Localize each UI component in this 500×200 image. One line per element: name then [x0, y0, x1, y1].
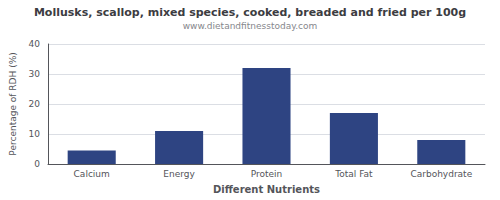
svg-text:Carbohydrate: Carbohydrate: [410, 169, 472, 179]
svg-text:www.dietandfitnesstoday.com: www.dietandfitnesstoday.com: [183, 21, 318, 31]
svg-text:0: 0: [34, 159, 40, 169]
svg-text:Different Nutrients: Different Nutrients: [213, 184, 320, 195]
svg-text:Total Fat: Total Fat: [334, 169, 373, 179]
svg-text:40: 40: [29, 39, 41, 49]
svg-text:30: 30: [29, 69, 41, 79]
svg-text:Protein: Protein: [251, 169, 283, 179]
svg-text:10: 10: [29, 129, 41, 139]
svg-text:Calcium: Calcium: [74, 169, 110, 179]
svg-text:20: 20: [29, 99, 41, 109]
svg-text:Energy: Energy: [163, 169, 195, 179]
svg-text:Percentage of RDH (%): Percentage of RDH (%): [8, 52, 18, 155]
svg-text:Mollusks, scallop, mixed speci: Mollusks, scallop, mixed species, cooked…: [34, 6, 466, 19]
